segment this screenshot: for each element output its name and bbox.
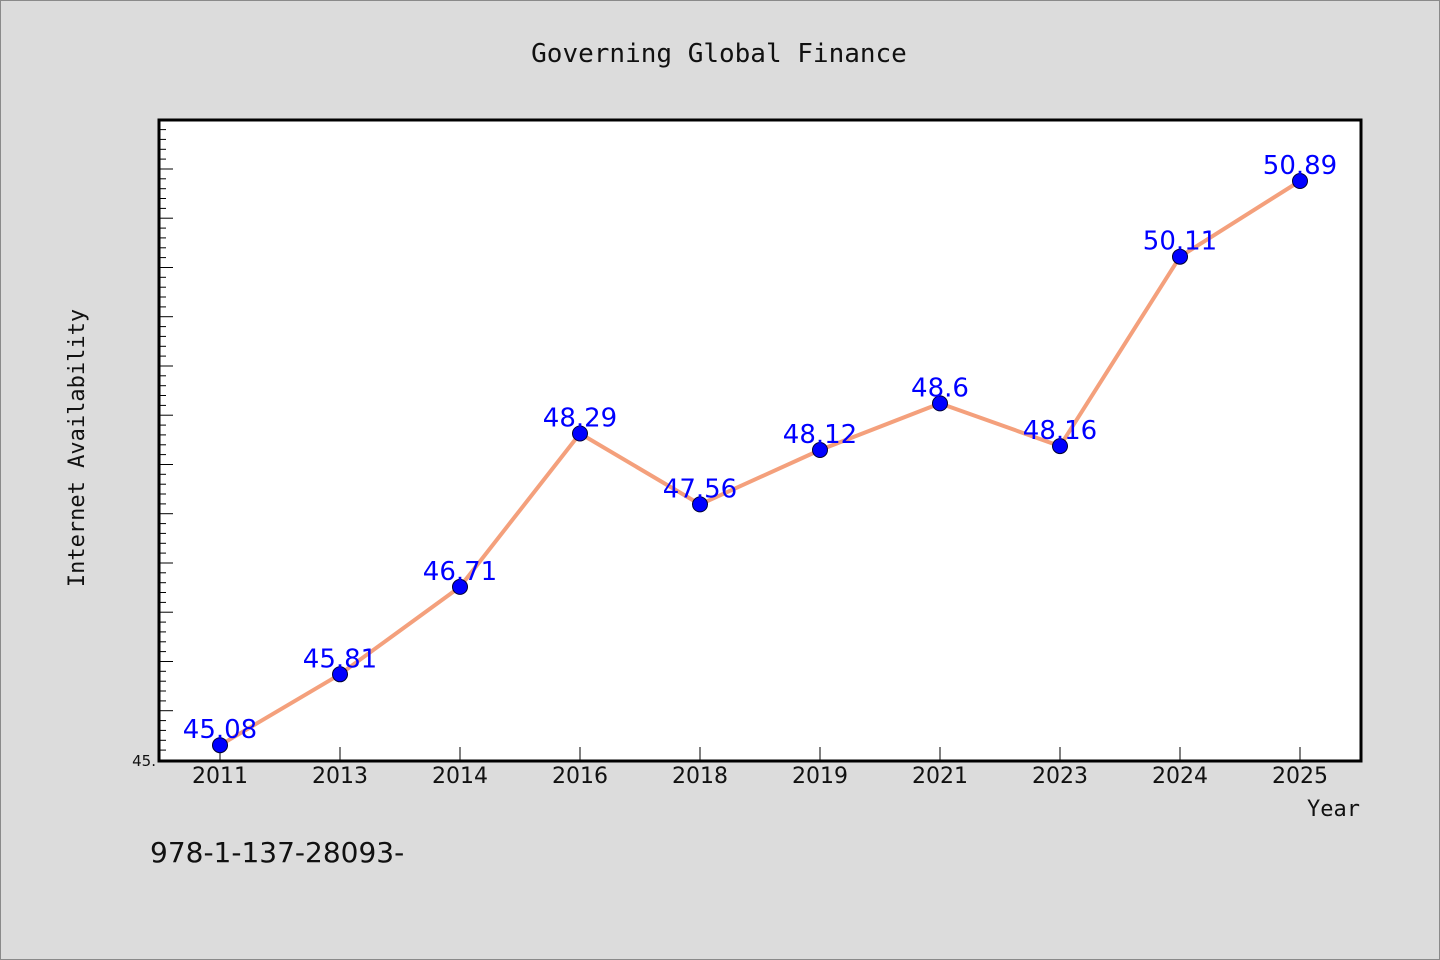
data-labels: 45.08 45.81 46.71 48.29 47.56 48.12 48.6 48.16 5…: [183, 151, 1337, 745]
data-point-marker: [812, 442, 828, 458]
data-markers: [212, 173, 1308, 754]
isbn-footer-text: 978-1-137-28093-: [150, 836, 404, 869]
series-line: [218, 179, 1302, 747]
y-axis-ticks: [159, 129, 173, 761]
data-point-marker: [572, 425, 588, 442]
data-point-marker: [692, 496, 708, 513]
data-label: 48.12: [783, 420, 857, 450]
x-axis-tick-labels: 2011 2013 2014 2016 2018 2019 2021 2023 2024 2025: [192, 764, 1328, 789]
data-point-marker: [212, 737, 228, 754]
data-point-marker: [932, 395, 948, 412]
y-axis-title: Internet Availability: [65, 309, 90, 587]
data-label: 47.56: [663, 474, 737, 504]
x-tick-label: 2023: [1032, 764, 1088, 789]
data-point-marker: [452, 578, 468, 595]
data-point-marker: [332, 666, 348, 683]
data-point-marker: [1052, 438, 1068, 455]
x-tick-label: 2013: [312, 764, 368, 789]
x-tick-label: 2014: [432, 764, 488, 789]
x-tick-label: 2016: [552, 764, 608, 789]
x-tick-label: 2025: [1272, 764, 1328, 789]
x-tick-label: 2021: [912, 764, 968, 789]
x-axis-title: Year: [1307, 797, 1360, 822]
data-label: 45.81: [303, 644, 377, 674]
x-tick-label: 2011: [192, 764, 248, 789]
data-label: 48.29: [543, 404, 617, 434]
data-label: 46.71: [423, 557, 497, 587]
data-label: 50.89: [1263, 151, 1337, 181]
data-label: 45.08: [183, 715, 257, 745]
x-tick-label: 2024: [1152, 764, 1208, 789]
chart-title: Governing Global Finance: [531, 39, 907, 69]
y-tick-label: 45.: [132, 752, 156, 770]
x-tick-label: 2018: [672, 764, 728, 789]
plot-area: [157, 118, 1363, 763]
data-label: 48.16: [1023, 416, 1097, 446]
x-tick-label: 2019: [792, 764, 848, 789]
data-label: 50.11: [1143, 227, 1217, 257]
data-label: 48.6: [911, 373, 969, 403]
data-point-marker: [1172, 248, 1188, 265]
data-point-marker: [1292, 173, 1308, 189]
